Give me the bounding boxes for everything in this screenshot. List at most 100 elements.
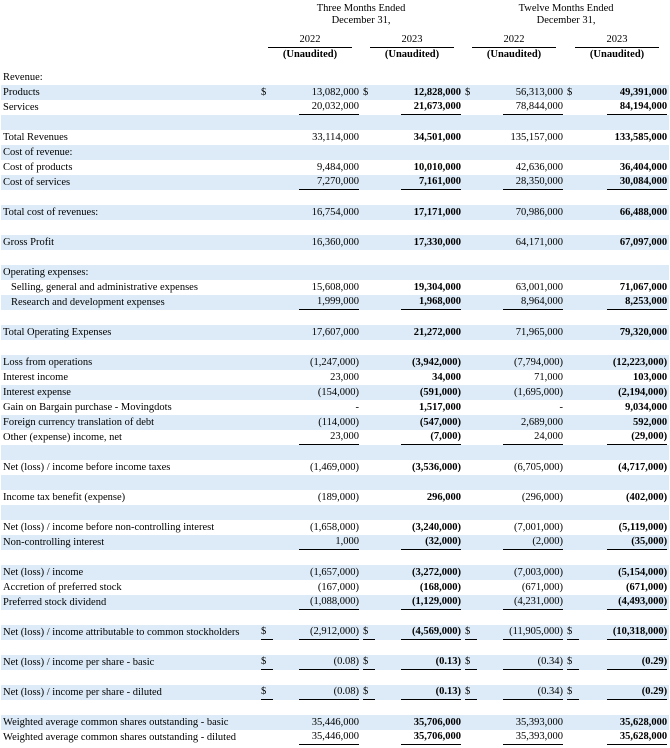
- value: 63,001,000: [515, 281, 564, 293]
- value-cell: 23,000: [275, 430, 361, 445]
- value: (11,905,000): [503, 625, 564, 640]
- table-header: Three Months Ended December 31, Twelve Mon…: [1, 0, 669, 70]
- value: (2,912,000): [299, 625, 359, 640]
- value-cell: (671,000): [479, 580, 565, 595]
- value-cell: (35,000): [581, 535, 669, 550]
- currency-cell: [259, 355, 275, 370]
- value-cell: (1,088,000): [275, 595, 361, 610]
- value-cell: 42,636,000: [479, 160, 565, 175]
- currency-sign: $: [261, 86, 267, 98]
- currency-cell: [361, 370, 377, 385]
- statement-row: Loss from operations (1,247,000) (3,942,00…: [1, 355, 670, 370]
- value-cell: -: [275, 400, 361, 415]
- value-cell: 1,999,000: [275, 295, 361, 310]
- blank-cell: [1, 115, 669, 130]
- currency-cell: $: [565, 625, 581, 640]
- currency-cell: [565, 490, 581, 505]
- value-cell: 17,171,000: [377, 205, 463, 220]
- blank-cell: [1, 310, 669, 325]
- year-label: 2023: [370, 33, 455, 48]
- spacer-row: [1, 310, 669, 325]
- currency-cell: [361, 580, 377, 595]
- value: 70,986,000: [515, 206, 564, 218]
- currency-cell: [463, 415, 479, 430]
- currency-cell: [565, 535, 581, 550]
- value-cell: 35,628,000: [581, 715, 669, 730]
- value-cell: (1,658,000): [275, 520, 361, 535]
- value-cell: 133,585,000: [581, 130, 669, 145]
- row-label: Preferred stock dividend: [3, 596, 107, 608]
- currency-cell: [463, 235, 479, 250]
- statement-row: Net (loss) / income per share - diluted $…: [1, 685, 670, 700]
- value: (5,154,000): [618, 566, 668, 578]
- spacer-row: [1, 115, 670, 130]
- value: 35,628,000: [607, 730, 668, 745]
- value-cell: (0.13): [377, 685, 463, 700]
- currency-cell: [259, 325, 275, 340]
- value-cell: 13,082,000: [275, 85, 361, 100]
- value-cell: [581, 145, 669, 160]
- value: 35,706,000: [401, 730, 462, 745]
- value: 19,304,000: [413, 281, 462, 293]
- value-cell: [581, 265, 669, 280]
- currency-cell: [259, 235, 275, 250]
- value-cell: (0.13): [377, 655, 463, 670]
- value-cell: (4,231,000): [479, 595, 565, 610]
- currency-cell: [463, 70, 479, 85]
- value: (4,569,000): [401, 625, 462, 640]
- value-cell: [275, 145, 361, 160]
- currency-cell: [463, 370, 479, 385]
- currency-cell: [259, 145, 275, 160]
- currency-cell: [463, 490, 479, 505]
- row-label: Total cost of revenues:: [3, 206, 99, 218]
- spacer-row: [1, 670, 669, 685]
- year-cell: 2022: [259, 29, 361, 48]
- currency-cell: [463, 595, 479, 610]
- value: (547,000): [419, 416, 462, 428]
- year-row: 2022 2023 2022 2023: [1, 29, 669, 48]
- value-cell: [479, 70, 565, 85]
- currency-cell: [463, 715, 479, 730]
- value-cell: 17,330,000: [377, 235, 463, 250]
- row-label: Total Revenues: [3, 131, 68, 143]
- value: 64,171,000: [515, 236, 564, 248]
- currency-sign: $: [261, 655, 273, 670]
- value: 33,114,000: [312, 131, 359, 143]
- statement-row: Weighted average common shares outstandi…: [1, 730, 669, 745]
- value: 9,034,000: [625, 401, 668, 413]
- value-cell: [479, 145, 565, 160]
- value: (6,705,000): [514, 461, 564, 473]
- blank-cell: [1, 220, 669, 235]
- currency-cell: [463, 145, 479, 160]
- value-cell: 1,517,000: [377, 400, 463, 415]
- value: 35,628,000: [619, 716, 668, 728]
- value: 133,585,000: [614, 131, 668, 143]
- currency-cell: [565, 160, 581, 175]
- value-cell: 8,964,000: [479, 295, 565, 310]
- blank-cell: [1, 445, 669, 460]
- value-cell: (6,705,000): [479, 460, 565, 475]
- value-cell: 15,608,000: [275, 280, 361, 295]
- currency-cell: [361, 160, 377, 175]
- row-label: Products: [3, 86, 40, 98]
- statement-row: Income tax benefit (expense) (189,000) 296…: [1, 490, 669, 505]
- blank-cell: [1, 505, 669, 520]
- value: (7,000): [401, 430, 462, 445]
- currency-cell: [259, 595, 275, 610]
- blank-cell: [1, 640, 669, 655]
- currency-sign: $: [465, 655, 478, 670]
- currency-cell: [361, 595, 377, 610]
- value-cell: (5,119,000): [581, 520, 669, 535]
- currency-cell: $: [361, 655, 377, 670]
- statement-row: Foreign currency translation of debt (114…: [1, 415, 670, 430]
- value-cell: (10,318,000): [581, 625, 669, 640]
- currency-cell: $: [463, 685, 479, 700]
- currency-cell: [565, 235, 581, 250]
- value: 34,000: [432, 371, 462, 383]
- row-label: Revenue:: [3, 71, 43, 83]
- currency-cell: [259, 490, 275, 505]
- value: 67,097,000: [619, 236, 668, 248]
- value: 7,161,000: [401, 175, 462, 190]
